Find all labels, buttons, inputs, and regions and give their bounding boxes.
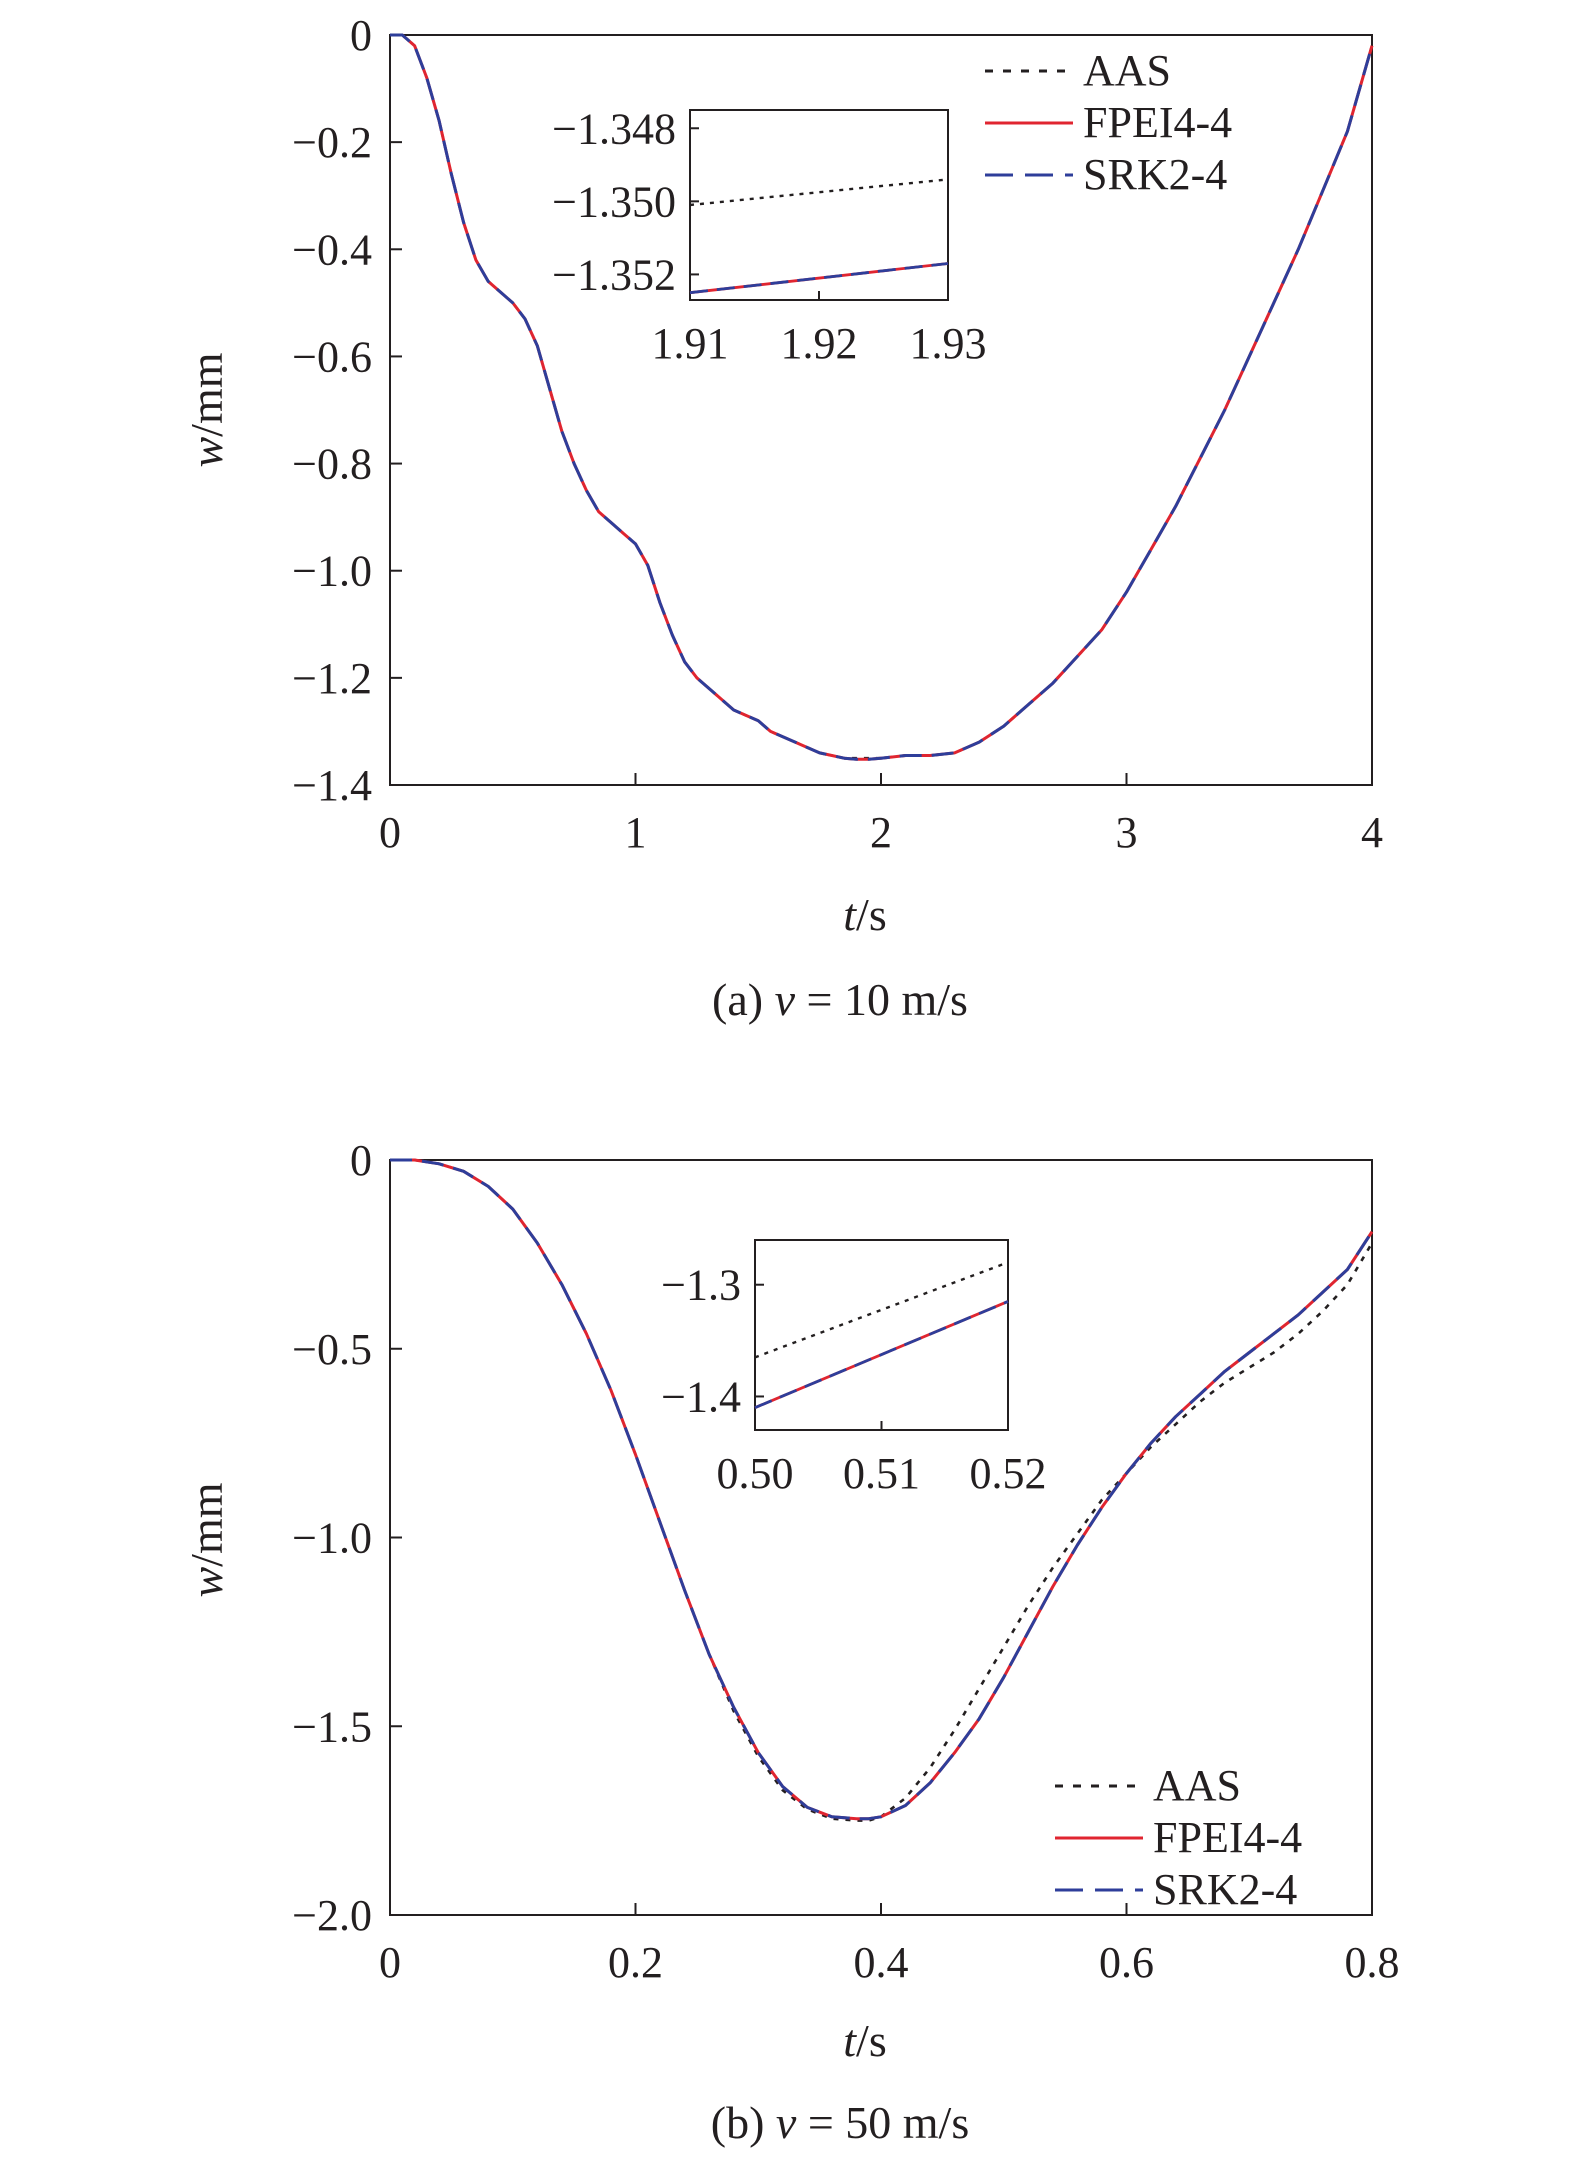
x-tick-label: 2	[870, 808, 892, 857]
x-tick-label: 4	[1361, 808, 1383, 857]
y-axis-label: w/mm	[181, 352, 232, 467]
y-tick-label: −2.0	[292, 1891, 372, 1940]
x-tick-label: 0.2	[608, 1938, 663, 1987]
inset-y-tick-label: −1.4	[661, 1372, 741, 1421]
x-axis-label: t/s	[843, 889, 886, 940]
panel-b: 0 0.2 0.4 0.6 0.8 0 −0.5 −1.0 −1.5 −2.0 AASFPEI4-4…	[181, 1136, 1400, 2148]
y-tick-label: −0.4	[292, 225, 372, 274]
y-tick-label: −1.2	[292, 654, 372, 703]
x-tick-label: 1	[625, 808, 647, 857]
y-tick-label: −0.5	[292, 1325, 372, 1374]
y-tick-label: −1.0	[292, 547, 372, 596]
inset-y-tick-label: −1.352	[552, 250, 676, 299]
inset-y-tick-label: −1.348	[552, 104, 676, 153]
x-tick-label: 3	[1116, 808, 1138, 857]
series-line-srk2-4	[390, 1158, 1374, 1821]
y-tick-label: −0.6	[292, 332, 372, 381]
legend-label-srk2-4: SRK2-4	[1153, 1865, 1297, 1914]
series-line-srk2-4	[390, 33, 1374, 761]
inset-x-tick-label: 0.50	[717, 1449, 794, 1498]
y-axis-label: w/mm	[181, 1482, 232, 1597]
x-tick-label: 0.6	[1099, 1938, 1154, 1987]
inset-x-tick-label: 0.51	[843, 1449, 920, 1498]
inset-series-line-srk2-4	[754, 1300, 1009, 1409]
legend-label-aas: AAS	[1153, 1761, 1241, 1810]
x-tick-label: 0.8	[1345, 1938, 1400, 1987]
inset-frame	[689, 109, 949, 301]
legend-label-aas: AAS	[1083, 46, 1171, 95]
inset-x-tick-label: 1.92	[781, 319, 858, 368]
y-tick-label: −0.8	[292, 440, 372, 489]
y-tick-label: −1.4	[292, 761, 372, 810]
y-tick-label: 0	[350, 1136, 372, 1185]
panel-caption: (a) v = 10 m/s	[712, 974, 968, 1025]
legend-label-srk2-4: SRK2-4	[1083, 150, 1227, 199]
legend-label-fpei4-4: FPEI4-4	[1153, 1813, 1302, 1862]
legend-label-fpei4-4: FPEI4-4	[1083, 98, 1232, 147]
inset-x-tick-label: 1.91	[652, 319, 729, 368]
inset-series-line-aas	[689, 178, 949, 207]
x-tick-label: 0.4	[854, 1938, 909, 1987]
x-tick-label: 0	[379, 808, 401, 857]
y-tick-label: −0.2	[292, 118, 372, 167]
inset-y-tick-label: −1.3	[661, 1261, 741, 1310]
inset-y-tick-label: −1.350	[552, 177, 676, 226]
y-tick-label: −1.5	[292, 1702, 372, 1751]
inset-x-tick-label: 0.52	[970, 1449, 1047, 1498]
x-tick-label: 0	[379, 1938, 401, 1987]
inset-frame	[754, 1239, 1009, 1431]
y-tick-label: 0	[350, 11, 372, 60]
y-tick-label: −1.0	[292, 1514, 372, 1563]
panel-a: 0 1 2 3 4 0 −0.2 −0.4 −0.6 −0.8 −1.0 −1.2 −1.4 AASFPE…	[181, 11, 1383, 1025]
panel-caption: (b) v = 50 m/s	[711, 2097, 969, 2148]
inset-x-tick-label: 1.93	[910, 319, 987, 368]
x-axis-label: t/s	[843, 2015, 886, 2066]
inset-series-line-srk2-4	[689, 262, 949, 295]
